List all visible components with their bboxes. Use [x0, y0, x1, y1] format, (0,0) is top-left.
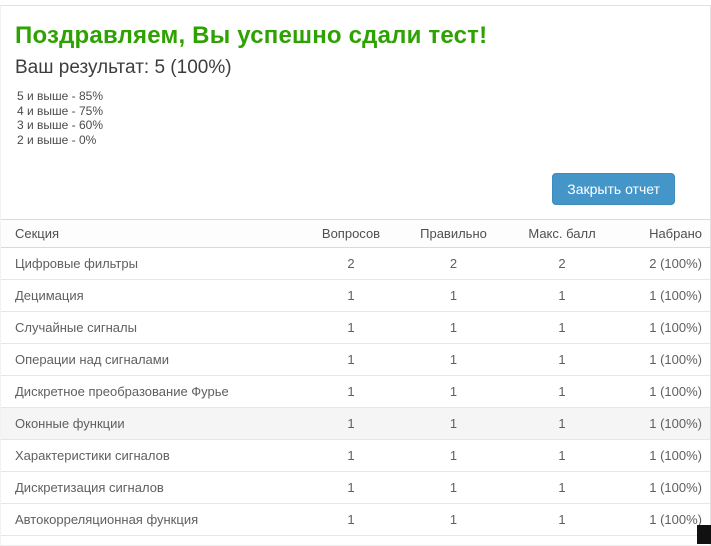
column-header-max-score: Макс. балл: [506, 219, 618, 248]
table-cell-max_score: 1: [506, 439, 618, 472]
table-cell-scored: 1 (100%): [618, 375, 710, 408]
table-cell-scored: 1 (100%): [618, 311, 710, 344]
table-row: Цифровые фильтры 2 2 2 2 (100%): [1, 247, 710, 280]
table-cell-section: Цифровые фильтры: [1, 247, 301, 280]
table-cell-max_score: 1: [506, 343, 618, 376]
table-cell-questions: 1: [301, 375, 401, 408]
table-cell-questions: 2: [301, 247, 401, 280]
column-header-section: Секция: [1, 219, 301, 248]
table-cell-scored: 2 (100%): [618, 247, 710, 280]
table-cell-correct: 1: [401, 471, 506, 504]
table-cell-scored: 1 (100%): [618, 279, 710, 312]
table-row: Характеристики сигналов 1 1 1 1 (100%): [1, 439, 710, 472]
table-row: Операции над сигналами 1 1 1 1 (100%): [1, 343, 710, 376]
table-cell-max_score: 1: [506, 375, 618, 408]
button-row: Закрыть отчет: [1, 173, 675, 205]
column-header-correct: Правильно: [401, 219, 506, 248]
table-cell-section: Дискретизация сигналов: [1, 471, 301, 504]
table-cell-section: Децимация: [1, 279, 301, 312]
table-cell-correct: 1: [401, 279, 506, 312]
table-cell-scored: 1 (100%): [618, 471, 710, 504]
table-row: Оконные функции 1 1 1 1 (100%): [1, 407, 710, 440]
table-cell-questions: 1: [301, 439, 401, 472]
table-cell-scored: 1 (100%): [618, 503, 710, 536]
table-cell-questions: 1: [301, 343, 401, 376]
table-cell-section: Характеристики сигналов: [1, 439, 301, 472]
table-cell-section: Оконные функции: [1, 407, 301, 440]
table-cell-correct: 1: [401, 375, 506, 408]
table-cell-max_score: 1: [506, 503, 618, 536]
table-row: Случайные сигналы 1 1 1 1 (100%): [1, 311, 710, 344]
table-cell-max_score: 1: [506, 471, 618, 504]
close-report-button[interactable]: Закрыть отчет: [552, 173, 675, 205]
cursor-artifact: [697, 525, 711, 544]
grade-scale: 5 и выше - 85% 4 и выше - 75% 3 и выше -…: [17, 89, 696, 147]
table-cell-section: Случайные сигналы: [1, 311, 301, 344]
results-table-body: Цифровые фильтры 2 2 2 2 (100%) Децимация 1 1 1 1…: [1, 247, 710, 536]
grade-scale-line: 5 и выше - 85%: [17, 89, 104, 103]
table-cell-section: Дискретное преобразование Фурье: [1, 375, 301, 408]
table-cell-scored: 1 (100%): [618, 407, 710, 440]
table-cell-scored: 1 (100%): [618, 439, 710, 472]
result-summary: Ваш результат: 5 (100%): [15, 57, 232, 78]
column-header-questions: Вопросов: [301, 219, 401, 248]
table-cell-scored: 1 (100%): [618, 343, 710, 376]
table-row: Дискретное преобразование Фурье 1 1 1 1 (100…: [1, 375, 710, 408]
table-cell-max_score: 1: [506, 311, 618, 344]
table-cell-correct: 1: [401, 343, 506, 376]
table-cell-correct: 1: [401, 503, 506, 536]
table-cell-max_score: 1: [506, 279, 618, 312]
table-row: Автокорреляционная функция 1 1 1 1 (100%): [1, 503, 710, 536]
table-cell-correct: 1: [401, 439, 506, 472]
table-cell-correct: 2: [401, 247, 506, 280]
table-cell-section: Операции над сигналами: [1, 343, 301, 376]
table-cell-correct: 1: [401, 311, 506, 344]
table-cell-max_score: 2: [506, 247, 618, 280]
table-cell-max_score: 1: [506, 407, 618, 440]
table-cell-correct: 1: [401, 407, 506, 440]
table-cell-section: Автокорреляционная функция: [1, 503, 301, 536]
table-cell-questions: 1: [301, 311, 401, 344]
table-row: Дискретизация сигналов 1 1 1 1 (100%): [1, 471, 710, 504]
column-header-scored: Набрано: [618, 219, 710, 248]
table-cell-questions: 1: [301, 471, 401, 504]
results-table-header: Секция Вопросов Правильно Макс. балл Наб…: [1, 219, 710, 248]
grade-scale-line: 3 и выше - 60%: [17, 118, 104, 132]
grade-scale-line: 4 и выше - 75%: [17, 103, 104, 118]
table-cell-questions: 1: [301, 279, 401, 312]
grade-scale-line: 2 и выше - 0%: [17, 132, 97, 147]
table-row: Децимация 1 1 1 1 (100%): [1, 279, 710, 312]
success-heading: Поздравляем, Вы успешно сдали тест!: [15, 22, 488, 49]
report-panel: Поздравляем, Вы успешно сдали тест! Ваш …: [1, 6, 710, 536]
results-table: Секция Вопросов Правильно Макс. балл Наб…: [1, 219, 710, 536]
table-cell-questions: 1: [301, 407, 401, 440]
table-cell-questions: 1: [301, 503, 401, 536]
